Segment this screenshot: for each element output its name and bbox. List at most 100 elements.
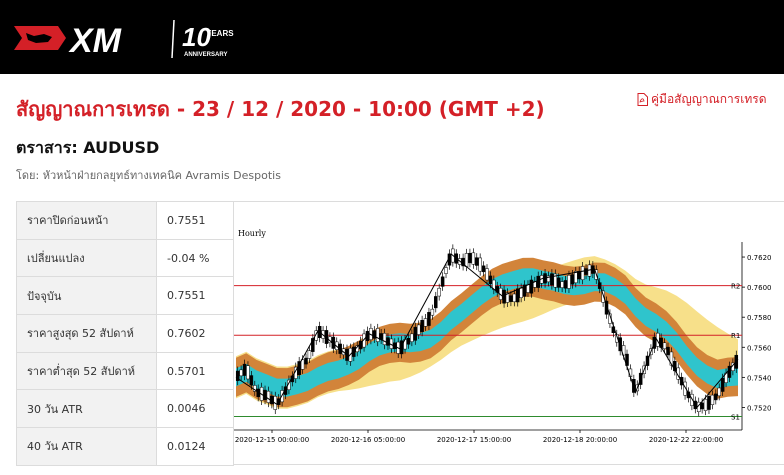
stat-value: 0.5701	[156, 351, 234, 391]
candle-body	[485, 268, 489, 281]
price-tick-label: 0.7520	[747, 404, 772, 412]
candle-body	[512, 293, 517, 303]
badge-years: YEARS	[206, 29, 234, 38]
candle-body	[526, 284, 530, 293]
logo-text: XM	[68, 22, 122, 60]
stat-value: 0.7551	[156, 201, 234, 240]
candle-body	[700, 402, 704, 410]
stat-label: ราคาสูงสุด 52 สัปดาห์	[16, 314, 157, 353]
table-row: 30 วัน ATR 0.0046	[16, 389, 234, 429]
table-row: เปลี่ยนแปลง -0.04 %	[16, 238, 234, 278]
price-tick-label: 0.7560	[747, 344, 772, 352]
price-tick-label: 0.7600	[747, 284, 772, 292]
candle-body	[444, 267, 448, 274]
candle-body	[471, 252, 476, 265]
candle-body	[413, 326, 418, 341]
candle-body	[574, 271, 578, 284]
candle-body	[304, 357, 308, 365]
stat-value: 0.7551	[156, 276, 234, 316]
candle-body	[502, 289, 506, 304]
time-tick-label: 2020-12-15 00:00:00	[235, 436, 309, 444]
stat-label: ปัจจุบัน	[16, 276, 157, 316]
page-title: สัญญาณการเทรด - 23 / 12 / 2020 - 10:00 (…	[16, 97, 545, 121]
candle-body	[372, 330, 377, 339]
candle-body	[584, 268, 588, 275]
bull-silhouette	[26, 33, 52, 43]
candle-body	[604, 300, 609, 315]
candle-body	[399, 340, 404, 355]
xm-10-years-logo[interactable]: XM 10 YEARS ANNIVERSARY	[14, 12, 244, 64]
candle-body	[717, 387, 721, 397]
candle-body	[239, 369, 243, 377]
stat-label: 40 วัน ATR	[16, 427, 157, 466]
fast-band	[236, 268, 738, 397]
zigzag-line	[235, 253, 739, 409]
candle-body	[307, 350, 312, 359]
candle-body	[710, 394, 715, 405]
candle-body	[577, 270, 581, 280]
stat-label: ราคาต่ำสุด 52 สัปดาห์	[16, 351, 157, 391]
table-row: ปัจจุบัน 0.7551	[16, 276, 234, 316]
candle-body	[440, 276, 445, 287]
candle-body	[375, 328, 380, 342]
candle-body	[423, 318, 428, 327]
candle-body	[567, 274, 571, 289]
candle-body	[464, 253, 469, 267]
candle-body	[515, 288, 520, 303]
candle-body	[478, 257, 482, 272]
candle-body	[683, 381, 687, 396]
price-stats-table: ราคาปิดก่อนหน้า 0.7551 เปลี่ยนแปลง -0.04 %…	[16, 201, 234, 466]
candle-body	[655, 332, 660, 347]
candle-body	[519, 287, 523, 298]
candle-body	[580, 266, 585, 280]
pdf-icon	[637, 93, 648, 106]
badge-anniversary: ANNIVERSARY	[184, 52, 227, 58]
level-label-r2: R2	[731, 283, 740, 291]
candle-body	[311, 338, 315, 352]
level-label-r1: R1	[731, 332, 740, 340]
candle-body	[529, 279, 534, 294]
time-tick-label: 2020-12-18 20:00:00	[543, 436, 617, 444]
stat-value: -0.04 %	[156, 238, 234, 278]
price-axis-ticks: 0.7620 0.7600 0.7580 0.7560 0.7540 0.7520	[742, 254, 772, 412]
candle-body	[556, 277, 561, 288]
candle-body	[618, 337, 622, 352]
guide-link-label: คู่มือสัญญาณการเทรด	[651, 92, 767, 106]
time-tick-label: 2020-12-22 22:00:00	[649, 436, 723, 444]
table-row: ราคาปิดก่อนหน้า 0.7551	[16, 201, 234, 240]
candle-body	[570, 274, 575, 285]
candle-body	[430, 308, 435, 316]
candle-body	[662, 342, 667, 350]
candle-body	[434, 296, 438, 309]
time-axis-ticks: 2020-12-15 00:00:00 2020-12-16 05:00:00 20…	[235, 430, 723, 444]
price-tick-label: 0.7540	[747, 374, 772, 382]
candle-body	[475, 257, 479, 266]
candle-body	[382, 333, 387, 345]
moving-average-bands	[236, 256, 738, 409]
table-row: 40 วัน ATR 0.0124	[16, 427, 234, 466]
candle-body	[437, 287, 441, 297]
trading-signal-guide-link[interactable]: คู่มือสัญญาณการเทรด	[637, 90, 767, 109]
stat-value: 0.7602	[156, 314, 234, 353]
candle-body	[246, 365, 250, 380]
candle-body	[283, 386, 288, 395]
price-tick-label: 0.7580	[747, 314, 772, 322]
candle-body	[563, 280, 568, 289]
candle-body	[242, 363, 247, 376]
candle-body	[550, 273, 554, 286]
candle-body	[235, 370, 240, 381]
candle-body	[263, 389, 267, 400]
time-tick-label: 2020-12-17 15:00:00	[437, 436, 511, 444]
candle-body	[410, 333, 414, 342]
candle-body	[300, 359, 305, 370]
candle-body	[468, 252, 472, 264]
candle-body	[509, 295, 513, 302]
candle-body	[249, 375, 254, 386]
hourly-chart: Hourly R2 R1 S1 0.7620 0.7600 0.7580 0.7560 0.…	[234, 201, 784, 465]
candle-body	[560, 281, 564, 288]
table-row: ราคาสูงสุด 52 สัปดาห์ 0.7602	[16, 314, 234, 353]
candle-body	[488, 275, 493, 285]
stat-label: 30 วัน ATR	[16, 389, 157, 429]
candle-body	[666, 346, 670, 356]
